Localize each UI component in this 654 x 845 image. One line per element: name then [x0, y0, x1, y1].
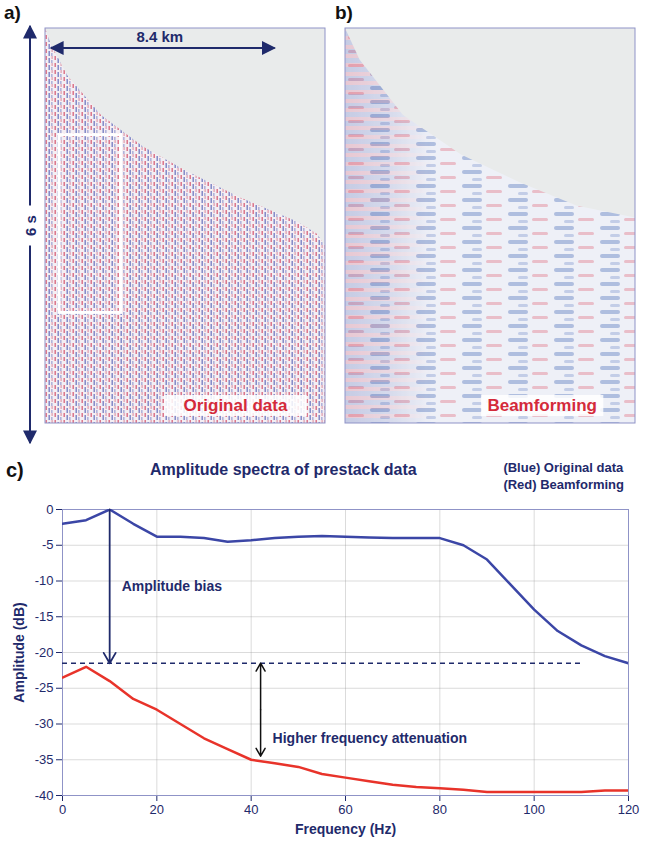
svg-text:60: 60 [338, 802, 352, 817]
svg-text:-40: -40 [35, 788, 54, 803]
svg-text:b): b) [335, 2, 353, 23]
svg-text:-30: -30 [35, 716, 54, 731]
svg-text:-20: -20 [35, 645, 54, 660]
html-text:(Red) Beamforming: (Red) Beamforming [503, 477, 624, 492]
svg-text:Beamforming: Beamforming [487, 396, 597, 415]
svg-text:Amplitude (dB): Amplitude (dB) [11, 602, 27, 702]
svg-text:0: 0 [46, 502, 53, 517]
svg-text:-5: -5 [42, 537, 54, 552]
svg-text:8.4 km: 8.4 km [136, 28, 183, 45]
html-text:c): c) [6, 459, 24, 481]
svg-text:80: 80 [433, 802, 447, 817]
svg-text:a): a) [4, 2, 21, 23]
svg-text:120: 120 [618, 802, 640, 817]
svg-text:6 s: 6 s [22, 215, 39, 236]
svg-text:-10: -10 [35, 573, 54, 588]
svg-text:Original data: Original data [183, 396, 287, 415]
svg-text:-15: -15 [35, 609, 54, 624]
svg-text:-35: -35 [35, 752, 54, 767]
html-text:Amplitude spectra of prestack: Amplitude spectra of prestack data [150, 461, 417, 478]
svg-text:-25: -25 [35, 680, 54, 695]
svg-text:20: 20 [150, 802, 164, 817]
svg-text:Higher frequency attenuation: Higher frequency attenuation [273, 730, 467, 746]
svg-text:Frequency (Hz): Frequency (Hz) [295, 821, 396, 837]
svg-text:0: 0 [59, 802, 66, 817]
svg-text:100: 100 [523, 802, 545, 817]
svg-text:Amplitude bias: Amplitude bias [122, 578, 223, 594]
html-text:(Blue) Original data: (Blue) Original data [503, 460, 624, 475]
svg-text:40: 40 [244, 802, 258, 817]
